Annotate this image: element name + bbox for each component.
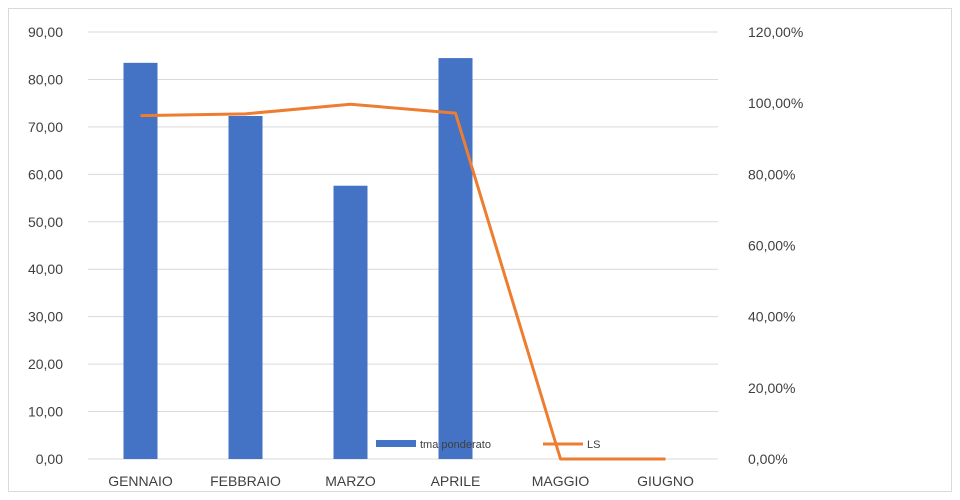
right-tick-label: 60,00% — [748, 238, 795, 254]
left-tick-label: 50,00 — [28, 214, 63, 230]
category-label: MAGGIO — [532, 473, 590, 489]
category-label: GIUGNO — [637, 473, 694, 489]
right-tick-label: 20,00% — [748, 380, 795, 396]
legend-label-line: LS — [587, 439, 600, 451]
bar — [228, 115, 263, 459]
right-tick-label: 0,00% — [748, 451, 788, 467]
category-label: FEBBRAIO — [210, 473, 281, 489]
left-tick-label: 90,00 — [28, 24, 63, 40]
category-label: GENNAIO — [108, 473, 173, 489]
category-axis: GENNAIO FEBBRAIO MARZO APRILE MAGGIO GIUGNO — [108, 473, 694, 489]
right-axis-ticks: 0,00% 20,00% 40,00% 60,00% 80,00% 100,00% 120,… — [748, 24, 803, 467]
right-tick-label: 80,00% — [748, 166, 795, 182]
legend: tma ponderato LS — [376, 439, 600, 451]
legend-swatch-bar — [376, 440, 416, 447]
category-label: MARZO — [325, 473, 376, 489]
bar — [438, 58, 473, 459]
ls-line — [140, 102, 666, 461]
line-series — [140, 102, 666, 461]
left-tick-label: 70,00 — [28, 119, 63, 135]
category-label: APRILE — [431, 473, 481, 489]
left-tick-label: 10,00 — [28, 404, 63, 420]
legend-label-bar: tma ponderato — [420, 439, 491, 451]
left-tick-label: 0,00 — [36, 451, 63, 467]
bar-series — [123, 58, 473, 459]
left-axis-ticks: 0,00 10,00 20,00 30,00 40,00 50,00 60,00 70,00 8… — [28, 24, 63, 467]
left-tick-label: 30,00 — [28, 309, 63, 325]
right-tick-label: 100,00% — [748, 95, 803, 111]
left-tick-label: 20,00 — [28, 356, 63, 372]
left-tick-label: 40,00 — [28, 261, 63, 277]
gridlines — [88, 31, 718, 460]
left-tick-label: 60,00 — [28, 166, 63, 182]
bar — [333, 185, 368, 459]
bar — [123, 62, 158, 459]
right-tick-label: 120,00% — [748, 24, 803, 40]
left-tick-label: 80,00 — [28, 71, 63, 87]
right-tick-label: 40,00% — [748, 309, 795, 325]
